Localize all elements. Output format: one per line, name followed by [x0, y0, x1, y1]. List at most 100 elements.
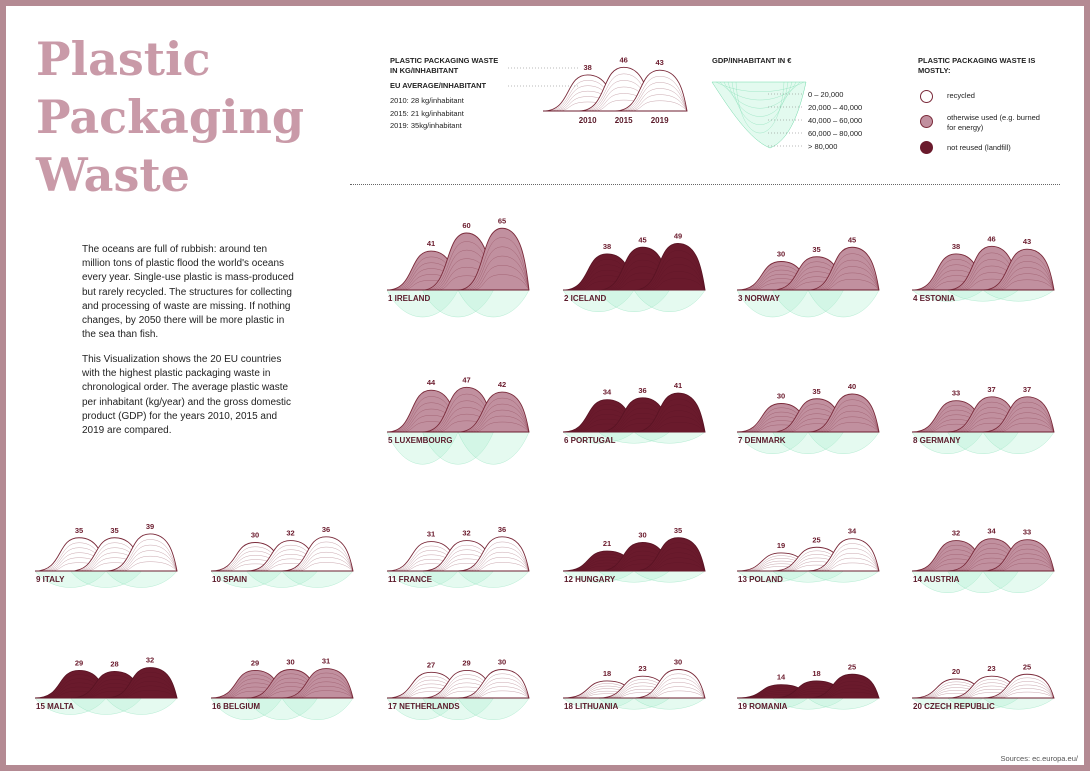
country-label: 16 BELGIUM	[212, 702, 260, 711]
country-chart: 31 32 36 11 FRANCE	[386, 525, 530, 588]
waste-contour	[991, 267, 1055, 291]
waste-contour	[813, 681, 880, 699]
key-contour	[629, 100, 688, 112]
waste-hump	[982, 539, 1055, 572]
gdp-key-contour	[715, 81, 805, 92]
country-label: 20 CZECH REPUBLIC	[913, 702, 995, 711]
gdp-curve	[210, 697, 283, 720]
country-label: 18 LITHUANIA	[564, 702, 618, 711]
gdp-curve	[246, 697, 318, 720]
gdp-curve	[562, 697, 635, 710]
gdp-curve	[736, 570, 809, 583]
source-note: Sources: ec.europa.eu/	[1000, 754, 1078, 763]
gdp-curve	[807, 697, 880, 710]
gdp-curve	[597, 570, 671, 583]
waste-contour	[822, 691, 880, 699]
value-label: 42	[498, 380, 506, 389]
value-label: 29	[75, 658, 83, 667]
landfill-swatch	[920, 141, 933, 154]
value-label: 23	[638, 664, 646, 673]
gdp-class-label: 20,000 – 40,000	[808, 103, 863, 112]
waste-contour	[114, 550, 178, 572]
country-label: 19 ROMANIA	[738, 702, 788, 711]
value-label: 37	[987, 385, 995, 394]
gdp-curve	[246, 570, 318, 588]
gdp-curve	[422, 289, 494, 317]
value-label: 34	[987, 527, 996, 536]
gdp-curve	[281, 697, 354, 720]
waste-contour	[985, 677, 1055, 699]
gdp-curve	[947, 570, 1019, 593]
waste-contour	[822, 562, 880, 572]
waste-contour	[991, 412, 1055, 433]
waste-contour	[293, 557, 354, 572]
value-label: 29	[462, 658, 470, 667]
value-label: 36	[638, 386, 646, 395]
waste-contour	[648, 690, 706, 699]
value-label: 33	[1023, 528, 1031, 537]
waste-contour	[997, 279, 1055, 291]
other-use-swatch	[920, 115, 933, 128]
key-hump	[614, 69, 688, 112]
gdp-key-contour	[719, 81, 801, 101]
country-label: 4 ESTONIA	[913, 294, 955, 303]
gdp-curve	[911, 289, 984, 302]
waste-contour	[648, 562, 706, 572]
gdp-curve	[105, 697, 178, 715]
waste-contour	[639, 677, 706, 699]
gdp-curve	[807, 289, 880, 317]
title-line: Plastic	[36, 32, 211, 86]
country-chart: 20 23 25 20 CZECH REPUBLIC	[911, 662, 1055, 711]
country-label: 1 IRELAND	[388, 294, 430, 303]
gdp-curve	[736, 289, 809, 317]
waste-hump	[633, 392, 706, 433]
waste-contour	[463, 403, 530, 433]
country-chart: 32 34 33 14 AUSTRIA	[911, 527, 1055, 593]
country-label: 8 GERMANY	[913, 436, 961, 445]
country-chart: 27 29 30 17 NETHERLANDS	[386, 658, 530, 720]
gdp-curve	[946, 697, 1020, 710]
waste-contour	[822, 279, 880, 291]
waste-contour	[296, 690, 354, 699]
waste-contour	[994, 273, 1055, 291]
waste-contour	[463, 546, 530, 572]
waste-contour	[636, 542, 706, 572]
waste-contour	[816, 684, 880, 699]
key-value-label: 38	[583, 63, 591, 72]
gdp-curve	[597, 431, 671, 444]
gdp-curve	[34, 570, 107, 588]
waste-contour	[997, 562, 1055, 572]
waste-contour	[284, 672, 354, 699]
country-chart: 19 25 34 13 POLAND	[736, 527, 880, 584]
page-title: Plastic Packaging Waste	[36, 30, 336, 204]
gdp-class-label: 0 – 20,000	[808, 90, 844, 99]
value-label: 32	[462, 529, 470, 538]
waste-contour	[819, 688, 880, 699]
waste-contour	[120, 690, 178, 699]
value-label: 35	[110, 526, 118, 535]
value-label: 34	[848, 527, 857, 536]
landfill-label: not reused (landfill)	[947, 143, 1011, 152]
value-label: 30	[674, 658, 682, 667]
value-label: 36	[498, 525, 506, 534]
waste-contour	[997, 423, 1055, 433]
gdp-key	[711, 81, 807, 149]
waste-hump	[457, 227, 530, 291]
waste-contour	[469, 557, 530, 572]
waste-hump	[807, 538, 880, 572]
key-contour	[620, 82, 688, 112]
gdp-curve	[807, 431, 880, 454]
waste-hump	[807, 246, 880, 291]
eu-average-2010: 2010: 28 kg/inhabitant	[390, 96, 464, 105]
waste-contour	[466, 255, 530, 291]
country-label: 15 MALTA	[36, 702, 74, 711]
waste-contour	[810, 543, 880, 572]
gdp-class-label: > 80,000	[808, 142, 838, 151]
value-label: 60	[462, 221, 470, 230]
country-chart: 33 37 37 8 GERMANY	[911, 385, 1055, 454]
value-label: 38	[603, 242, 611, 251]
intro-paragraph: The oceans are full of rubbish: around t…	[82, 244, 294, 341]
key-contour	[626, 94, 688, 112]
value-label: 31	[427, 530, 435, 539]
gdp-key-header: GDP/INHABITANT IN €	[712, 56, 792, 65]
